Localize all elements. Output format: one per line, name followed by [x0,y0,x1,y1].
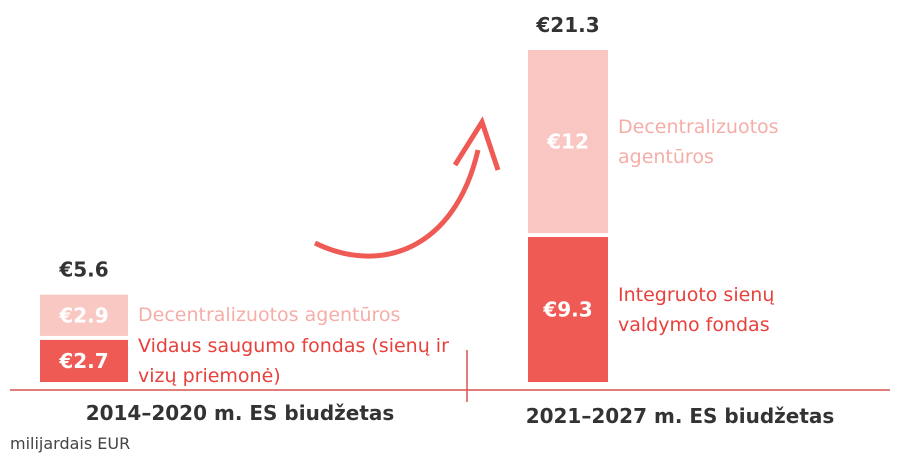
bar-segment [40,294,128,336]
unit-note: milijardais EUR [10,434,131,453]
category-label: 2021–2027 m. ES biudžetas [526,404,835,428]
segment-label: Vidaus saugumo fondas (sienų ir vizų pri… [138,334,449,387]
value-label: €2.7 [58,349,108,373]
value-label: €9.3 [542,298,592,322]
value-label: €2.9 [58,303,108,327]
arrow-body [313,149,481,259]
bar-segment [40,339,128,382]
total-label: €21.3 [535,13,599,37]
bar-segment [528,50,608,234]
arrow-head [452,116,501,171]
value-label: €12 [546,130,589,154]
segment-label: Integruoto sienų valdymo fondas [618,283,775,336]
bar-segment [528,237,608,382]
category-label: 2014–2020 m. ES biudžetas [86,401,395,425]
segment-label: Decentralizuotos agentūros [618,115,779,168]
segment-label: Decentralizuotos agentūros [138,304,401,327]
total-label: €5.6 [58,258,108,282]
